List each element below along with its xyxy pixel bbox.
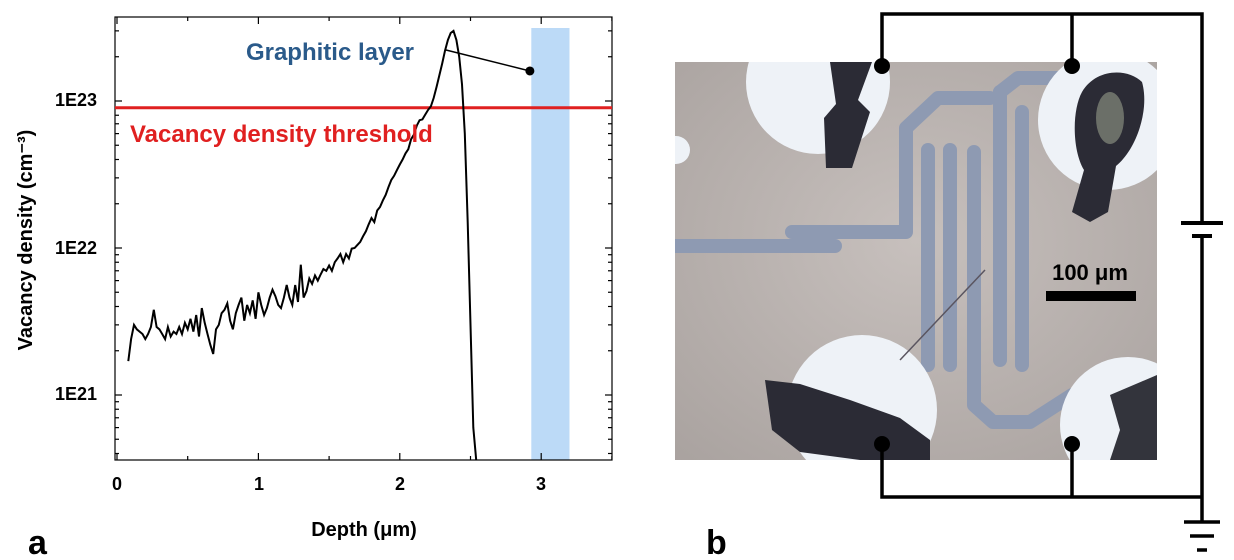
probe-contact-dots [874,58,1080,452]
annotation-dot [525,66,535,76]
series-line [127,29,478,461]
y-tick-label: 1E21 [55,384,97,404]
probe-center [1096,92,1124,144]
x-axis-label: Depth (μm) [311,519,417,541]
plot-frame [114,16,613,461]
x-tick-label: 3 [536,474,546,494]
graphitic-layer-region [531,28,570,460]
x-tick-label: 2 [395,474,405,494]
x-tick-label: 1 [254,474,264,494]
y-tick-label: 1E23 [55,90,97,110]
panel-a-chart: Graphitic layer Vacancy density threshol… [15,16,613,560]
probe [1110,375,1157,460]
threshold-label: Vacancy density threshold [130,121,433,148]
axis-ticks [115,17,613,460]
contact-pad [746,62,890,154]
contact-pad [675,136,690,164]
y-tick-label: 1E22 [55,238,97,258]
x-tick-label: 0 [112,474,122,494]
panel-b-label: b [706,524,727,560]
graphitic-layer-label: Graphitic layer [246,39,414,66]
scale-bar-label: 100 μm [1052,260,1128,285]
circuit-wiring [880,12,1204,522]
y-axis-label: Vacancy density (cm⁻³) [15,130,37,351]
probe [824,62,872,168]
annotation-leader [445,49,531,72]
ground-symbol [1184,520,1220,552]
scratch [899,269,986,361]
battery-symbol [1181,221,1223,238]
panel-a-label: a [28,524,48,560]
panel-b-micrograph: 100 μm b [675,12,1223,560]
scale-bar [1046,291,1136,301]
probe [1072,72,1145,222]
